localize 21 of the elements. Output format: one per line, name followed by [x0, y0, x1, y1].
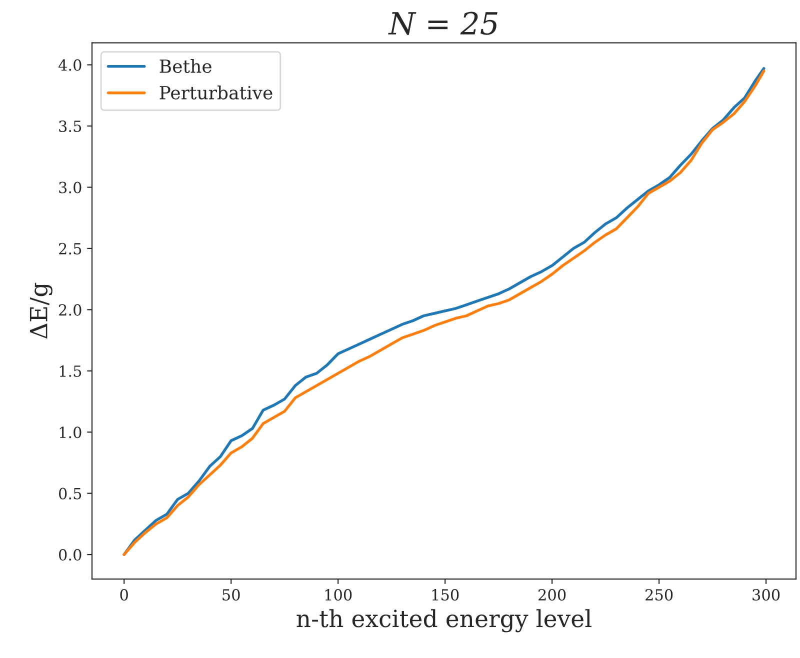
y-tick-label: 4.0 — [58, 59, 82, 71]
chart-title: N = 25 — [388, 12, 498, 35]
y-tick-label: 0.5 — [58, 488, 82, 500]
x-tick-label: 200 — [538, 589, 566, 601]
x-tick-label: 50 — [222, 589, 240, 601]
y-tick-label: 3.5 — [59, 120, 82, 132]
legend-label: Bethe — [160, 59, 212, 73]
x-tick-label: 0 — [120, 589, 128, 601]
x-tick-label: 300 — [752, 589, 780, 601]
y-tick-label: 3.0 — [59, 182, 82, 194]
x-tick-label: 100 — [325, 589, 352, 601]
x-tick-label: 150 — [432, 589, 459, 601]
y-axis-title: ΔE/g — [30, 282, 52, 339]
y-tick-label: 0.0 — [58, 549, 82, 561]
y-tick-label: 2.0 — [59, 304, 82, 316]
y-tick-label: 1.5 — [60, 365, 82, 377]
y-tick-label: 1.0 — [60, 426, 82, 438]
y-tick-label: 2.5 — [59, 242, 82, 254]
x-tick-label: 250 — [646, 589, 673, 601]
x-axis-title: n-th excited energy level — [296, 609, 592, 632]
legend-label: Perturbative — [160, 86, 272, 100]
